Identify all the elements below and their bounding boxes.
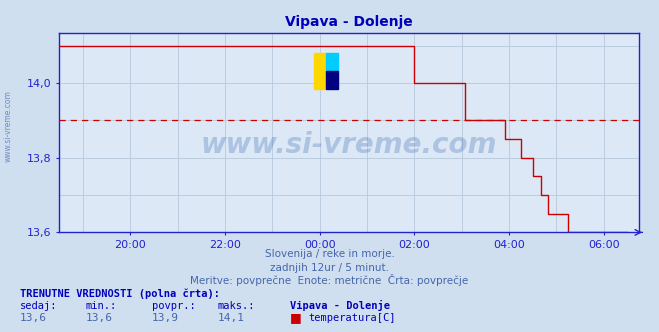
Text: 14,1: 14,1 [217,313,244,323]
FancyBboxPatch shape [326,53,337,71]
Text: min.:: min.: [86,301,117,311]
Text: 13,9: 13,9 [152,313,179,323]
Text: TRENUTNE VREDNOSTI (polna črta):: TRENUTNE VREDNOSTI (polna črta): [20,289,219,299]
Text: 13,6: 13,6 [20,313,47,323]
Text: 13,6: 13,6 [86,313,113,323]
Text: Slovenija / reke in morje.: Slovenija / reke in morje. [264,249,395,259]
Text: sedaj:: sedaj: [20,301,57,311]
Text: Vipava - Dolenje: Vipava - Dolenje [290,300,390,311]
Text: ■: ■ [290,311,302,324]
FancyBboxPatch shape [314,53,326,89]
Title: Vipava - Dolenje: Vipava - Dolenje [285,15,413,29]
Text: temperatura[C]: temperatura[C] [308,313,396,323]
FancyBboxPatch shape [326,71,337,89]
Text: povpr.:: povpr.: [152,301,195,311]
Text: www.si-vreme.com: www.si-vreme.com [3,90,13,162]
Text: zadnjih 12ur / 5 minut.: zadnjih 12ur / 5 minut. [270,263,389,273]
Text: Meritve: povprečne  Enote: metrične  Črta: povprečje: Meritve: povprečne Enote: metrične Črta:… [190,274,469,286]
Text: www.si-vreme.com: www.si-vreme.com [201,131,498,159]
Text: maks.:: maks.: [217,301,255,311]
